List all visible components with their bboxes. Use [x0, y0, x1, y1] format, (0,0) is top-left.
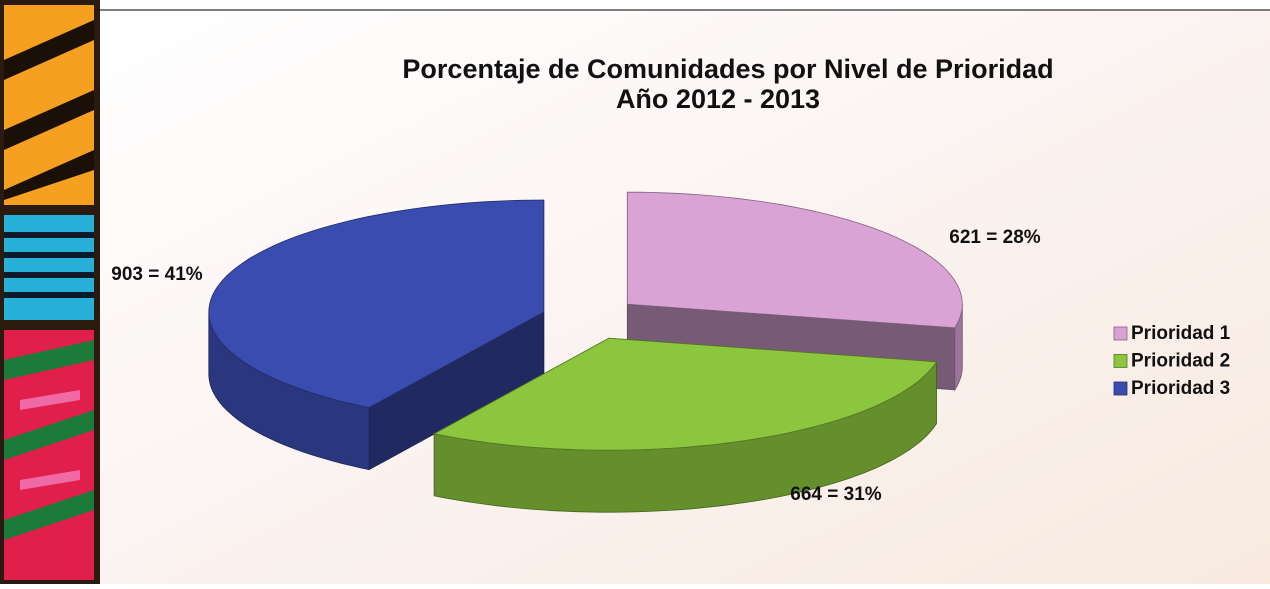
data-labels: 621 = 28% 664 = 31% 903 = 41%	[111, 227, 1040, 505]
pie-slice	[433, 337, 938, 513]
legend-swatch	[1113, 381, 1128, 396]
data-label: 664 = 31%	[790, 484, 881, 505]
legend-label: Prioridad 1	[1131, 323, 1231, 344]
pie	[208, 191, 963, 513]
chart-title: Porcentaje de Comunidades por Nivel de P…	[402, 54, 1053, 84]
legend-swatch	[1113, 354, 1128, 368]
legend-label: Prioridad 2	[1131, 351, 1230, 372]
slice-top	[626, 191, 963, 329]
legend-label: Prioridad 3	[1131, 378, 1230, 399]
legend-swatch	[1113, 326, 1128, 341]
slice-top	[208, 199, 545, 409]
data-label: 903 = 41%	[111, 264, 202, 285]
pie-slice	[208, 199, 545, 471]
legend: Prioridad 1 Prioridad 2 Prioridad 3	[1113, 323, 1231, 399]
decorative-strip	[0, 0, 100, 584]
slice-top	[433, 337, 938, 451]
chart-subtitle: Año 2012 - 2013	[616, 84, 820, 114]
data-label: 621 = 28%	[949, 227, 1040, 248]
